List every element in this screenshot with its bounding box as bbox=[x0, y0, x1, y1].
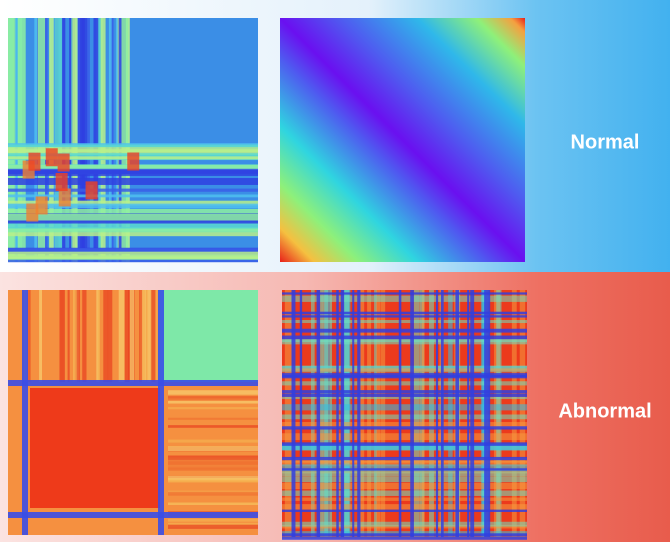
texture bbox=[352, 290, 354, 537]
texture bbox=[455, 290, 459, 537]
texture bbox=[39, 290, 42, 382]
texture bbox=[103, 290, 108, 382]
row-label: Normal bbox=[571, 131, 640, 153]
texture bbox=[168, 525, 258, 529]
row-label: Abnormal bbox=[558, 400, 651, 422]
texture bbox=[30, 388, 160, 508]
texture bbox=[8, 228, 258, 232]
texture bbox=[282, 468, 527, 470]
texture bbox=[158, 290, 258, 382]
texture bbox=[282, 442, 527, 445]
figure: Normal Abnormal bbox=[0, 0, 670, 542]
texture bbox=[143, 290, 146, 382]
texture bbox=[399, 290, 402, 537]
texture bbox=[168, 462, 258, 466]
texture bbox=[282, 510, 527, 512]
texture bbox=[467, 290, 469, 537]
texture bbox=[441, 290, 444, 537]
texture bbox=[168, 502, 258, 505]
texture bbox=[168, 492, 258, 496]
texture bbox=[317, 290, 321, 537]
texture bbox=[282, 457, 527, 460]
texture bbox=[300, 290, 302, 537]
texture bbox=[282, 329, 527, 333]
texture bbox=[484, 290, 488, 537]
texture bbox=[158, 290, 164, 535]
recurrence-plot bbox=[282, 290, 527, 540]
texture bbox=[26, 204, 38, 222]
texture bbox=[168, 440, 258, 443]
texture bbox=[168, 418, 258, 420]
texture bbox=[168, 425, 258, 428]
texture bbox=[282, 537, 527, 540]
texture bbox=[8, 189, 258, 192]
texture bbox=[282, 312, 527, 315]
texture bbox=[125, 290, 130, 382]
texture bbox=[8, 257, 258, 259]
texture bbox=[56, 173, 68, 191]
texture bbox=[82, 290, 86, 382]
texture bbox=[282, 390, 527, 394]
texture bbox=[168, 480, 258, 482]
texture bbox=[168, 466, 258, 469]
texture bbox=[8, 380, 258, 386]
texture bbox=[140, 290, 142, 382]
texture bbox=[130, 290, 134, 382]
texture bbox=[282, 315, 527, 317]
texture bbox=[282, 533, 527, 536]
texture bbox=[119, 290, 125, 382]
texture bbox=[146, 290, 148, 382]
texture bbox=[168, 446, 258, 451]
texture bbox=[8, 145, 258, 148]
texture bbox=[46, 148, 58, 166]
texture bbox=[127, 153, 139, 171]
texture bbox=[59, 290, 65, 382]
recurrence-plot bbox=[8, 18, 258, 262]
texture bbox=[291, 290, 295, 537]
texture bbox=[436, 290, 438, 537]
texture bbox=[8, 512, 258, 518]
texture bbox=[8, 178, 258, 185]
texture bbox=[341, 290, 344, 537]
texture bbox=[282, 394, 527, 397]
texture bbox=[59, 188, 71, 206]
texture bbox=[282, 426, 527, 429]
texture bbox=[28, 153, 40, 171]
texture bbox=[73, 290, 77, 382]
texture bbox=[470, 290, 474, 537]
texture bbox=[410, 290, 414, 537]
texture bbox=[168, 456, 258, 460]
texture bbox=[488, 290, 490, 537]
texture bbox=[282, 373, 527, 377]
recurrence-plot bbox=[280, 18, 525, 262]
recurrence-plot bbox=[8, 290, 258, 535]
texture bbox=[22, 290, 28, 535]
texture bbox=[357, 290, 360, 537]
texture bbox=[282, 292, 527, 294]
texture bbox=[8, 232, 258, 236]
texture bbox=[86, 181, 98, 199]
texture bbox=[168, 401, 258, 404]
texture bbox=[8, 214, 258, 221]
texture bbox=[68, 290, 70, 382]
texture bbox=[168, 407, 258, 409]
texture bbox=[58, 153, 70, 171]
texture bbox=[282, 336, 527, 340]
texture bbox=[168, 390, 258, 395]
texture bbox=[168, 396, 258, 400]
texture bbox=[98, 290, 100, 382]
texture bbox=[336, 290, 339, 537]
texture bbox=[108, 290, 113, 382]
texture bbox=[151, 290, 155, 382]
